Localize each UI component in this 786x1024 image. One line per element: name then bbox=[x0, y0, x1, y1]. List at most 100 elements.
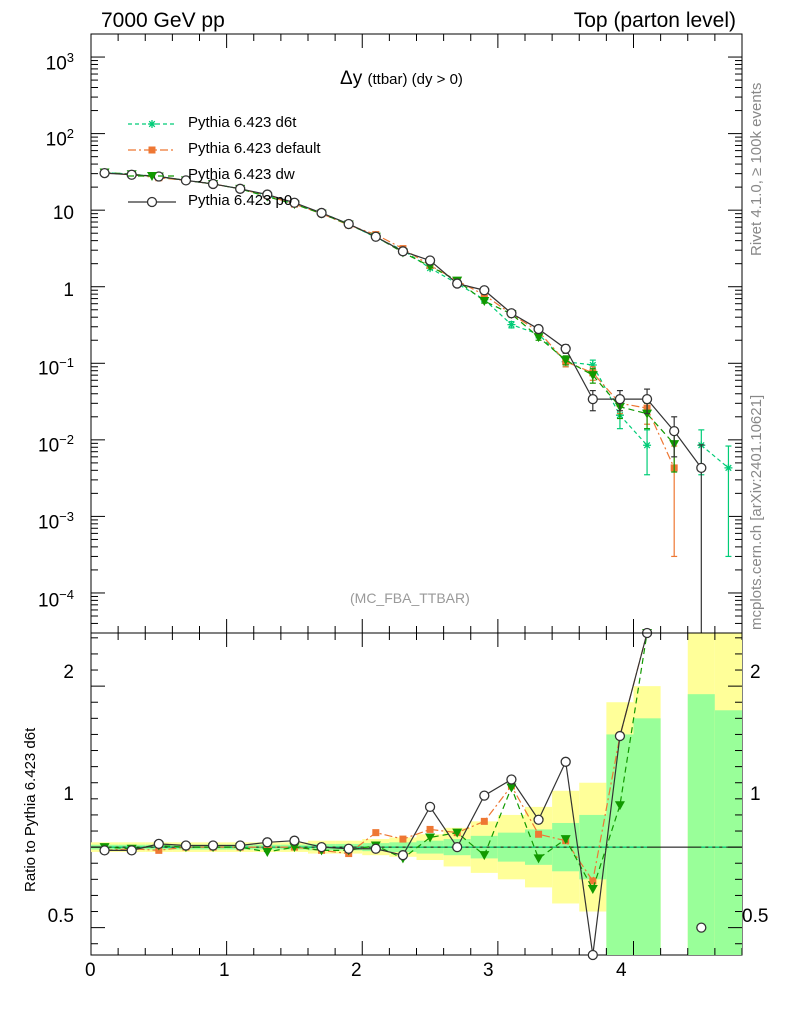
main-axes bbox=[90, 33, 743, 634]
data-point-3 bbox=[641, 394, 653, 405]
rivet-label: Rivet 4.1.0, ≥ 100k events bbox=[748, 82, 765, 256]
data-point-3 bbox=[235, 183, 246, 194]
x-tick-label-0: 0 bbox=[85, 960, 96, 981]
ratio-point-3 bbox=[370, 843, 381, 854]
mcplots-label: mcplots.cern.ch [arXiv:2401.10621] bbox=[748, 394, 765, 630]
chart-title: Δy (ttbar) (dy > 0) bbox=[340, 68, 463, 90]
data-point-2 bbox=[533, 333, 544, 343]
series-line-0 bbox=[700, 444, 729, 469]
ratio-point-2 bbox=[479, 851, 490, 861]
data-point-3 bbox=[479, 285, 490, 296]
data-point-2 bbox=[560, 356, 571, 366]
ratio-point-2 bbox=[533, 854, 544, 864]
y-tick-exp: −2 bbox=[59, 432, 74, 447]
ratio-point-1 bbox=[399, 835, 407, 843]
data-point-2 bbox=[479, 297, 490, 307]
y-tick-exp: −3 bbox=[59, 509, 74, 524]
ratio-point-2 bbox=[506, 783, 517, 793]
ratio-band-inner bbox=[714, 710, 742, 955]
y-tick-label-1e-1: 10−1 bbox=[38, 355, 74, 380]
x-tick-label-3: 3 bbox=[483, 960, 494, 981]
ratio-point-2 bbox=[425, 833, 436, 843]
data-point-3 bbox=[180, 175, 192, 186]
y-tick-base: 10 bbox=[45, 53, 67, 75]
process-label: Top (parton level) bbox=[573, 9, 736, 32]
ratio-point-1 bbox=[535, 830, 543, 838]
ratio-point-3 bbox=[343, 843, 354, 854]
main-panel-frame bbox=[90, 33, 743, 634]
ratio-uncertainty-bands bbox=[91, 633, 742, 955]
title-subtext: (ttbar) (dy > 0) bbox=[367, 71, 463, 88]
ratio-point-2 bbox=[560, 835, 571, 845]
data-point-3 bbox=[506, 308, 517, 319]
ratio-tick-label-right-1: 1 bbox=[750, 784, 761, 805]
y-tick-base: 10 bbox=[52, 203, 74, 224]
ratio-point-3 bbox=[316, 841, 327, 853]
data-point-3 bbox=[452, 278, 463, 289]
ratio-point-1 bbox=[426, 825, 434, 833]
series-line-2 bbox=[104, 171, 675, 445]
series-line-3 bbox=[104, 172, 702, 469]
ratio-tick-label-2: 2 bbox=[63, 662, 74, 683]
ratio-point-3 bbox=[126, 845, 137, 856]
ratio-band-inner bbox=[687, 694, 715, 955]
y-tick-label-1e3: 103 bbox=[46, 50, 74, 75]
legend-label-default: Pythia 6.423 default bbox=[188, 140, 321, 157]
ratio-point-3 bbox=[207, 840, 219, 851]
y-tick-base: 10 bbox=[45, 129, 67, 151]
y-tick-label-1e-2: 10−2 bbox=[38, 432, 74, 457]
ratio-point-3 bbox=[397, 850, 409, 861]
legend-marks bbox=[128, 120, 176, 208]
title-symbol: Δy bbox=[340, 68, 363, 89]
ratio-point-2 bbox=[289, 843, 300, 853]
data-point-0 bbox=[643, 441, 652, 450]
ratio-point-2 bbox=[262, 847, 273, 857]
ratio-point-3 bbox=[506, 774, 517, 785]
ratio-point-3 bbox=[560, 756, 571, 767]
ratio-point-3 bbox=[99, 845, 110, 856]
ratio-point-1 bbox=[372, 829, 380, 837]
y-tick-base: 10 bbox=[38, 358, 60, 380]
y-tick-label-1: 1 bbox=[63, 280, 74, 302]
x-tick-label-4: 4 bbox=[616, 960, 627, 981]
ratio-point-3 bbox=[262, 837, 273, 848]
data-point-3 bbox=[424, 255, 436, 266]
legend-marker-2 bbox=[147, 172, 157, 181]
ratio-point-2 bbox=[587, 884, 598, 894]
data-point-3 bbox=[262, 189, 273, 200]
data-point-3 bbox=[614, 394, 626, 405]
x-tick-label-2: 2 bbox=[351, 960, 362, 981]
data-point-0 bbox=[588, 360, 597, 369]
watermark-label: (MC_FBA_TTBAR) bbox=[350, 590, 470, 606]
y-tick-exp: −4 bbox=[59, 587, 74, 602]
ratio-point-3 bbox=[533, 814, 544, 825]
data-point-3 bbox=[370, 231, 381, 242]
y-tick-exp: 2 bbox=[66, 126, 74, 141]
y-tick-exp: 3 bbox=[66, 50, 74, 65]
data-point-3 bbox=[126, 169, 137, 180]
y-tick-label-1e-3: 10−3 bbox=[38, 509, 74, 534]
data-point-3 bbox=[289, 197, 300, 208]
data-point-3 bbox=[343, 218, 354, 230]
data-point-3 bbox=[533, 323, 544, 335]
ratio-point-3 bbox=[180, 840, 192, 851]
y-tick-exp: −1 bbox=[59, 355, 74, 370]
data-point-3 bbox=[397, 246, 409, 257]
ratio-point-3 bbox=[696, 922, 707, 933]
legend-marker-3 bbox=[146, 196, 158, 208]
legend-marker-0 bbox=[148, 120, 156, 128]
data-point-3 bbox=[587, 394, 598, 405]
data-point-2 bbox=[587, 371, 598, 381]
ratio-tick-label-0.5: 0.5 bbox=[47, 906, 74, 927]
y-tick-base: 10 bbox=[38, 590, 60, 612]
ratio-point-3 bbox=[479, 790, 490, 801]
legend-label-d6t: Pythia 6.423 d6t bbox=[188, 114, 297, 131]
data-point-3 bbox=[669, 425, 680, 437]
y-tick-base: 10 bbox=[38, 512, 60, 534]
ratio-point-3 bbox=[614, 730, 626, 742]
data-point-3 bbox=[207, 178, 219, 190]
legend-marker-1 bbox=[148, 146, 156, 154]
ratio-tick-label-1: 1 bbox=[63, 784, 74, 805]
ratio-point-3 bbox=[452, 841, 463, 853]
